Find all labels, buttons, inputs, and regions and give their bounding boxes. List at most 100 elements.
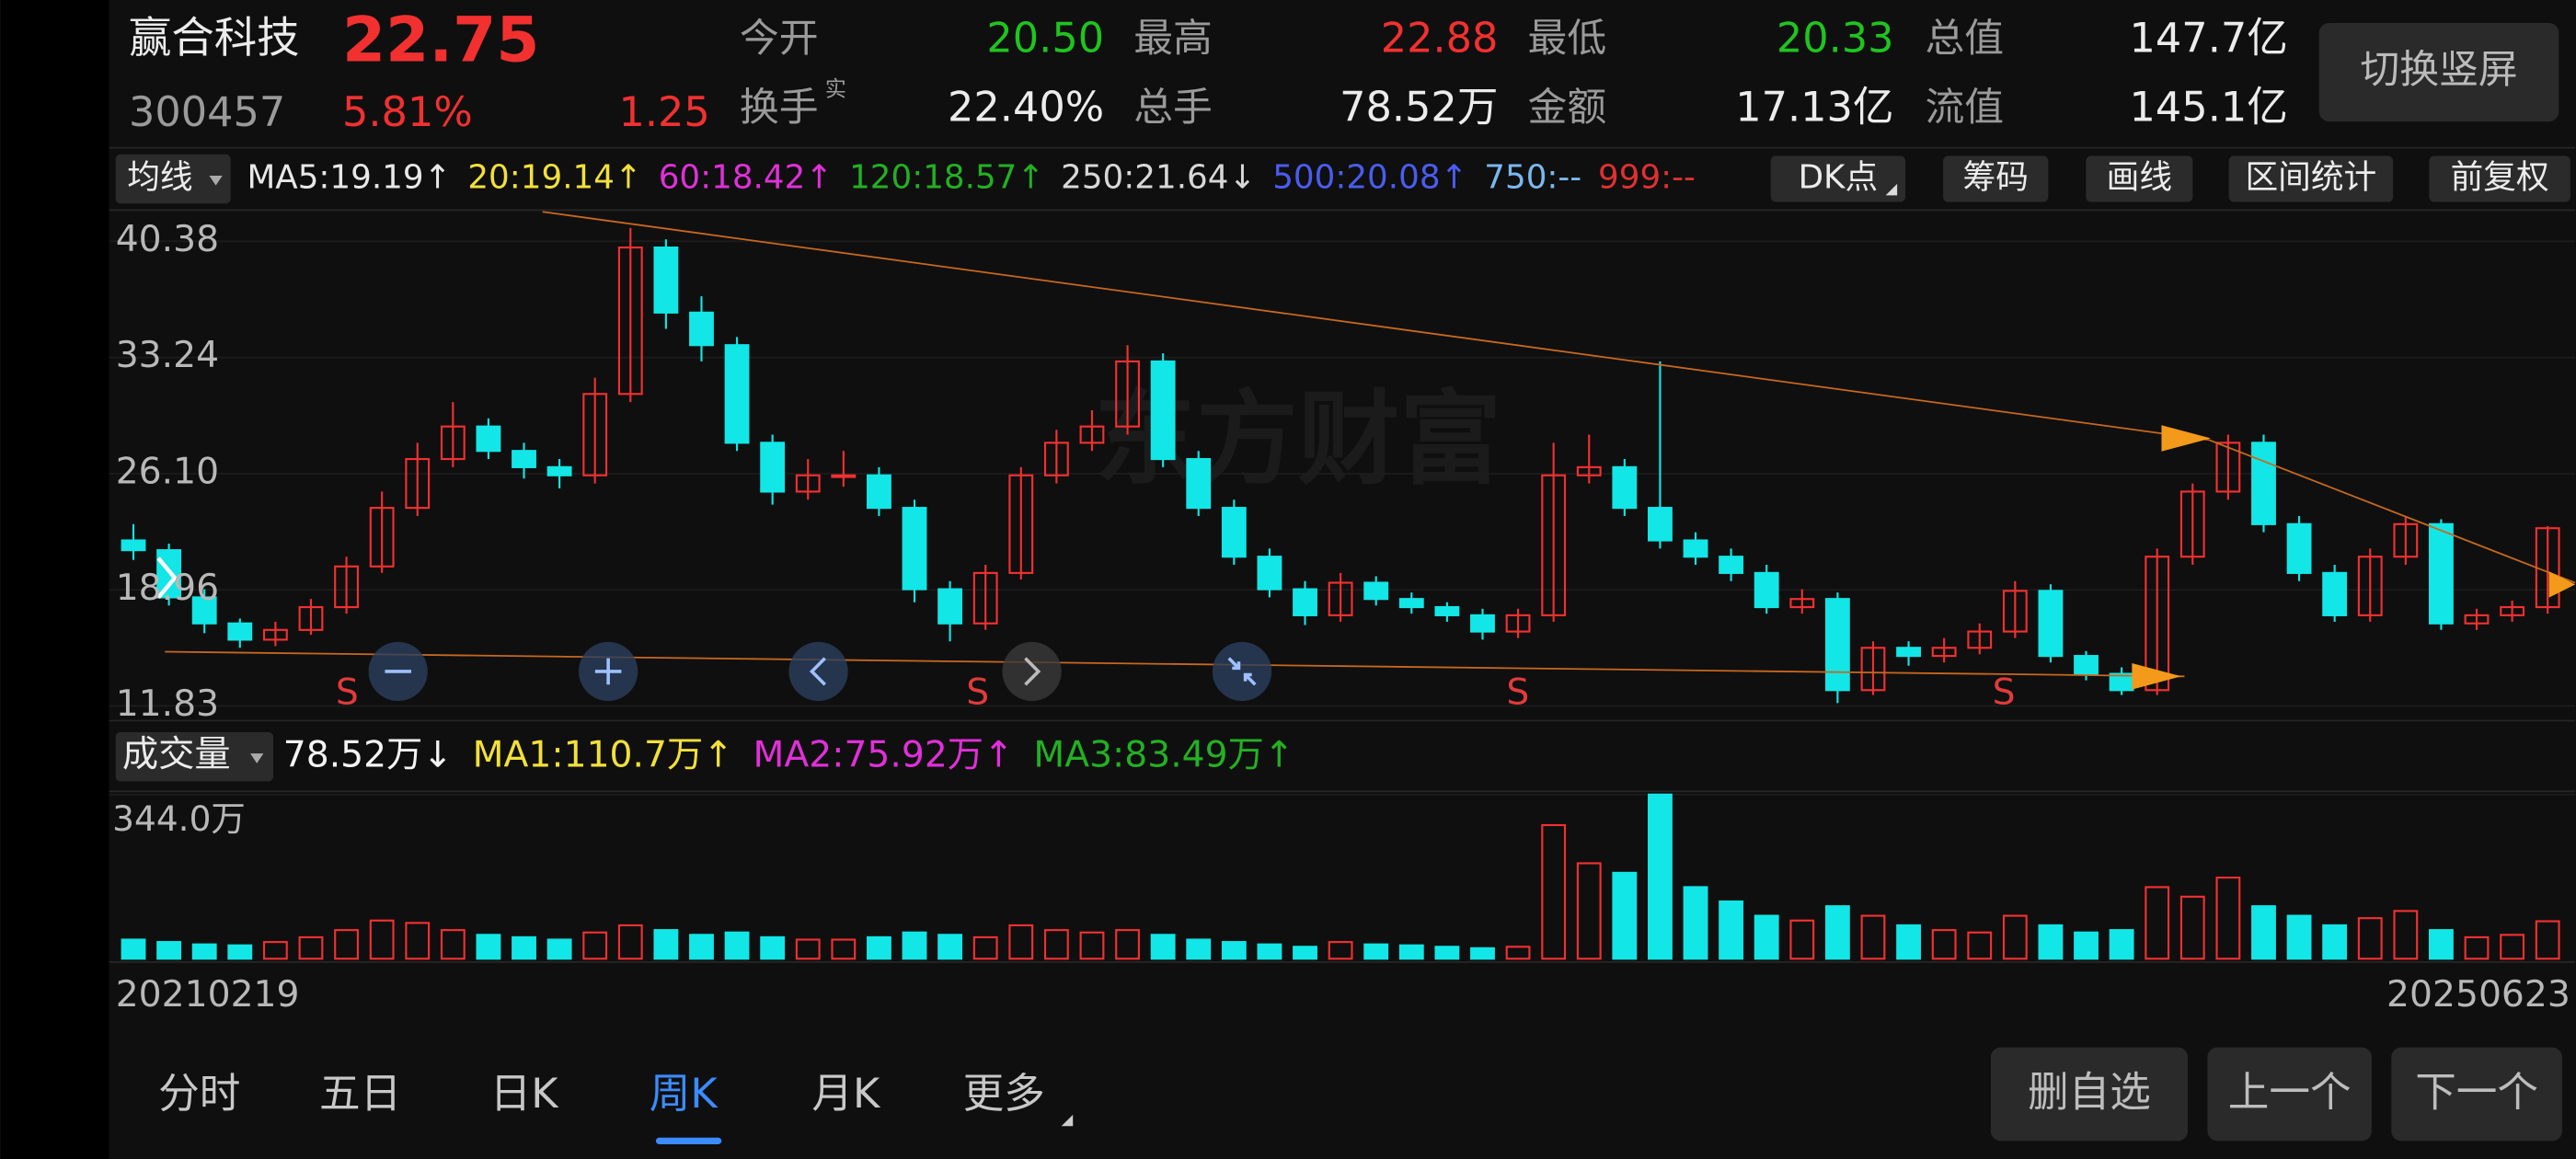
volume-bar (1328, 941, 1353, 960)
tool-button-label[interactable]: 前复权 (2451, 159, 2549, 197)
rotate-button[interactable] (2318, 22, 2559, 122)
rotate-button-label[interactable]: 切换竖屏 (2360, 47, 2517, 93)
volume-bar (1150, 934, 1176, 960)
tool-button[interactable] (2429, 155, 2570, 202)
volume-bar (1754, 914, 1779, 960)
period-tab[interactable]: 月K (811, 1070, 881, 1118)
action-button-label[interactable]: 下一个 (2415, 1068, 2538, 1116)
scroll-left[interactable] (788, 641, 848, 702)
stat-label: 流值 (1925, 85, 2004, 131)
candle-body (1505, 614, 1531, 633)
tool-button-label[interactable]: DK点 (1799, 159, 1879, 197)
volume-bar (2145, 886, 2170, 960)
candle-body (1293, 588, 1317, 616)
tool-button[interactable] (2086, 155, 2193, 202)
candle-body (2145, 556, 2170, 692)
action-button[interactable] (2391, 1047, 2562, 1142)
action-button[interactable] (1990, 1047, 2189, 1142)
candle-body (2286, 522, 2312, 574)
period-tab[interactable]: 周K (650, 1070, 719, 1118)
candle-body (191, 596, 217, 625)
stat-value: 78.52万 (1340, 84, 1498, 132)
action-button-label[interactable]: 上一个 (2228, 1068, 2352, 1116)
left-strip (0, 0, 109, 1159)
candle-body (1719, 556, 1744, 574)
candle-body (2038, 590, 2064, 658)
candle-body (2179, 490, 2205, 558)
candle-body (1328, 581, 1353, 616)
candle-body (582, 393, 608, 476)
candle-body (1576, 465, 1602, 476)
candle-body (1612, 465, 1638, 510)
tool-button[interactable] (2228, 155, 2394, 202)
volume-button-label[interactable]: 成交量 (122, 734, 231, 775)
scroll-right[interactable] (1002, 641, 1062, 702)
period-tab[interactable]: 分时 (158, 1070, 240, 1118)
volume-bar (1719, 900, 1744, 960)
arrow-marker (2548, 571, 2576, 598)
signal-marker: S (336, 671, 359, 713)
volume-bar (1115, 929, 1140, 960)
volume-bar (795, 938, 821, 960)
volume-bar (1186, 938, 1212, 960)
tool-button[interactable] (1943, 155, 2049, 202)
volume-bar (1470, 947, 1495, 960)
volume-bar (1931, 929, 1957, 960)
y-tick-label: 33.24 (116, 335, 219, 376)
volume-bar (298, 935, 324, 960)
candle-body (1150, 360, 1176, 461)
stock-code: 300457 (129, 88, 285, 136)
dropdown-icon (209, 175, 223, 186)
volume-bar (937, 934, 963, 960)
expand-icon[interactable] (156, 557, 178, 600)
candle-body (334, 565, 359, 609)
ma-button[interactable] (115, 154, 231, 204)
candle-body (1257, 556, 1282, 591)
period-tab[interactable]: 更多 (963, 1070, 1045, 1118)
arrow-marker (2161, 425, 2212, 452)
volume-bar (1648, 793, 1673, 960)
volume-legend: 78.52万↓ MA1:110.7万↑ MA2:75.92万↑ MA3:83.49万↑ (283, 734, 1294, 775)
tool-button-label[interactable]: 画线 (2107, 159, 2172, 197)
period-tab[interactable]: 五日 (319, 1070, 401, 1118)
volume-legend-item: 78.52万↓ (283, 734, 454, 775)
candle-body (405, 457, 431, 510)
y-tick-label: 11.83 (116, 683, 219, 725)
ma-legend-item: 120:18.57↑ (849, 159, 1044, 197)
candle-body (2322, 571, 2348, 616)
volume-bar (867, 935, 891, 960)
action-button-label[interactable]: 删自选 (2028, 1068, 2151, 1116)
candle-body (2357, 556, 2383, 616)
icon (594, 658, 622, 685)
volume-bar (724, 931, 750, 960)
volume-bar (334, 929, 359, 960)
candle-body (795, 474, 821, 493)
change-pct: 5.81% (342, 88, 473, 136)
candle-body (1186, 457, 1212, 510)
ma-legend-item: 60:18.42↑ (659, 159, 834, 197)
active-tab-indicator (655, 1137, 722, 1144)
volume-bar (1043, 929, 1069, 960)
ma-legend-item: 750:-- (1484, 159, 1581, 197)
candle-body (2251, 442, 2276, 525)
volume-bar (1505, 946, 1531, 960)
volume-bar (1789, 919, 1815, 960)
candle-body (617, 247, 643, 396)
tool-button-label[interactable]: 筹码 (1963, 159, 2029, 197)
volume-legend-item: MA3:83.49万↑ (1033, 734, 1294, 775)
volume-bar (1363, 943, 1389, 960)
volume-bar (582, 931, 608, 960)
volume-button[interactable] (115, 731, 274, 782)
action-button[interactable] (2207, 1047, 2372, 1142)
volume-legend-item: MA2:75.92万↑ (753, 734, 1014, 775)
candle-body (1896, 647, 1921, 658)
tool-button-label[interactable]: 区间统计 (2245, 159, 2376, 197)
volume-bar (2038, 924, 2064, 960)
signal-marker: S (1506, 671, 1529, 713)
reset-zoom[interactable] (1212, 641, 1272, 702)
candle-body (440, 425, 466, 461)
ma-button-label[interactable]: 均线 (127, 159, 192, 197)
period-tab[interactable]: 日K (490, 1070, 560, 1118)
tool-button[interactable] (1770, 155, 1906, 202)
candle-body (1648, 507, 1673, 542)
